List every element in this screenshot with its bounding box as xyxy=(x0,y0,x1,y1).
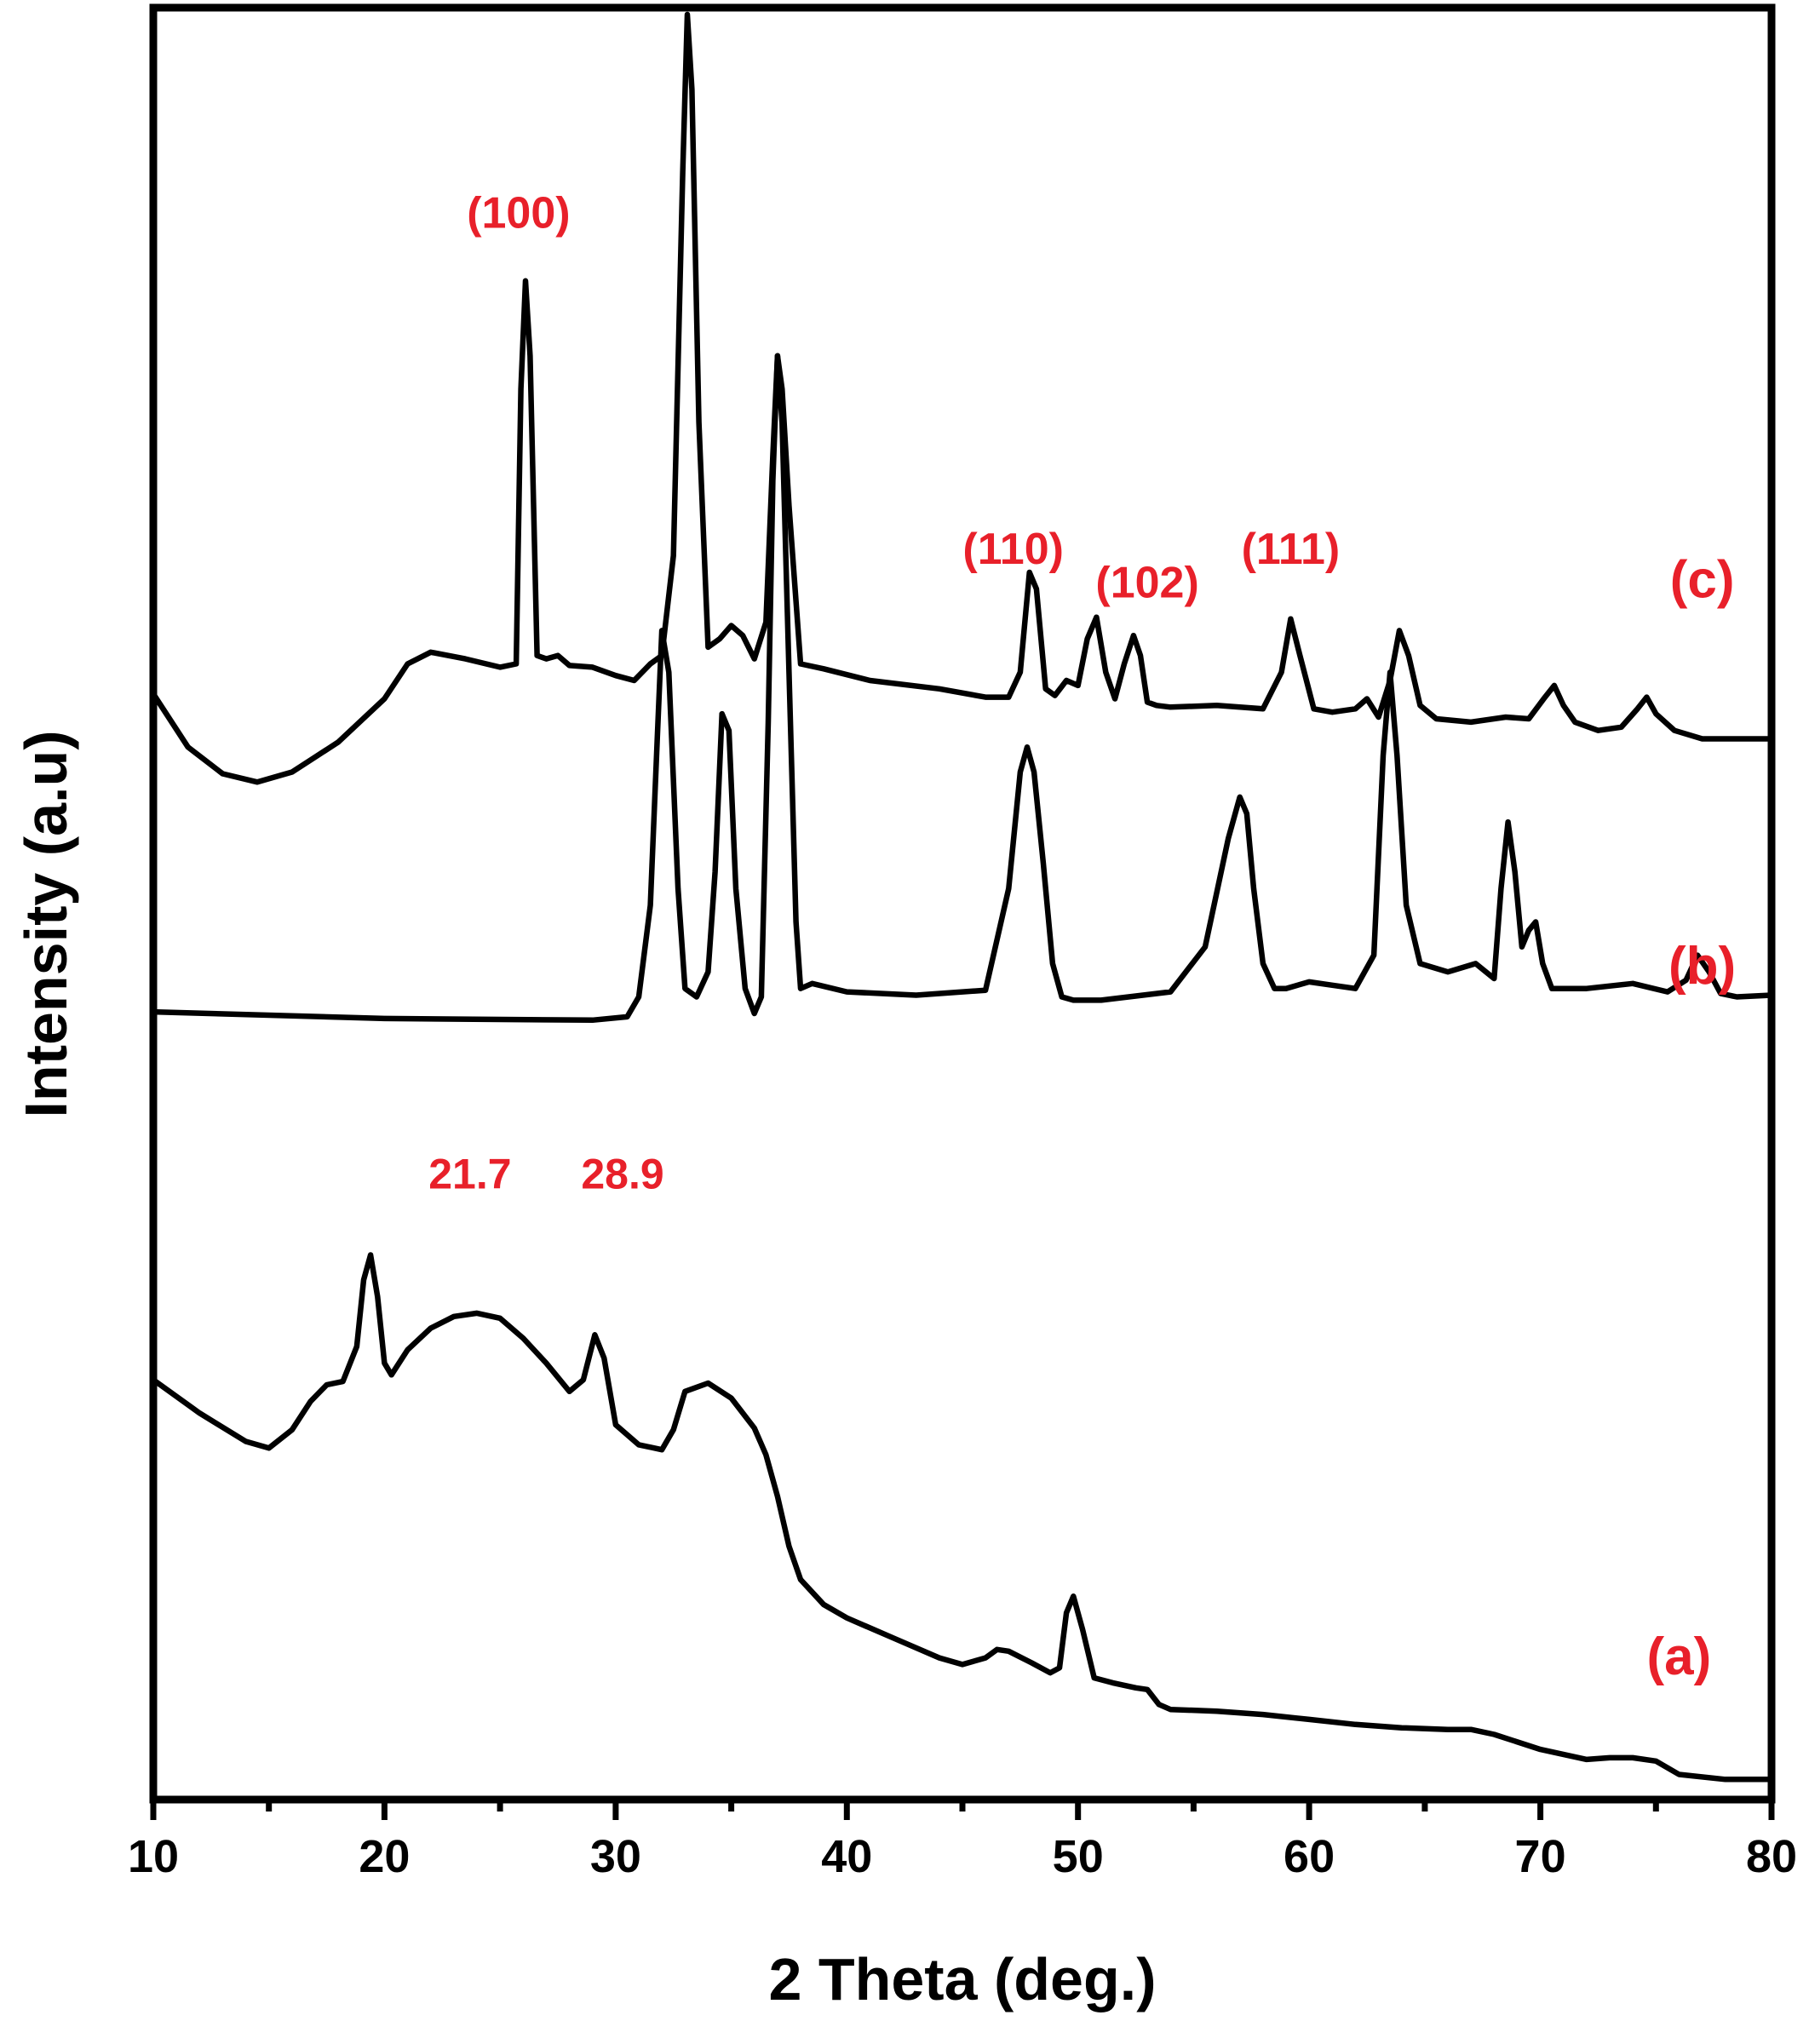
annotation-label-7: (a) xyxy=(1647,1628,1712,1686)
x-tick-label: 60 xyxy=(1284,1831,1335,1882)
series-line-b xyxy=(150,353,1775,1024)
annotation-value-9: 28.9 xyxy=(581,1150,663,1197)
series-group xyxy=(150,11,1775,1783)
series-line-a xyxy=(150,1252,1775,1783)
x-axis-ticks: 10 20 30 40 50 60 70 80 xyxy=(128,1800,1797,1882)
x-tick-label: 80 xyxy=(1746,1831,1797,1882)
annotation-miller-4: (111) xyxy=(1242,525,1341,574)
plot-frame xyxy=(149,3,1776,1804)
x-tick-label: 40 xyxy=(821,1831,872,1882)
annotation-miller-2: (110) xyxy=(962,525,1064,574)
x-tick-label: 10 xyxy=(128,1831,179,1882)
x-tick-label: 50 xyxy=(1053,1831,1104,1882)
x-axis-title: 2 Theta (deg.) xyxy=(768,1946,1156,2012)
x-tick-label: 20 xyxy=(359,1831,410,1882)
annotation-miller-0: (100) xyxy=(467,188,570,238)
annotation-group: (100)(101)(110)(102)(111)(c)(b)(a)21.728… xyxy=(428,188,1736,1686)
series-line-c xyxy=(150,11,1775,785)
annotation-value-8: 21.7 xyxy=(428,1150,511,1197)
annotation-miller-3: (102) xyxy=(1095,558,1198,607)
y-axis-title: Intensity (a.u) xyxy=(13,730,79,1117)
x-tick-label: 70 xyxy=(1515,1831,1566,1882)
annotation-label-5: (c) xyxy=(1670,550,1735,609)
annotation-label-6: (b) xyxy=(1668,937,1736,996)
x-tick-label: 30 xyxy=(590,1831,641,1882)
